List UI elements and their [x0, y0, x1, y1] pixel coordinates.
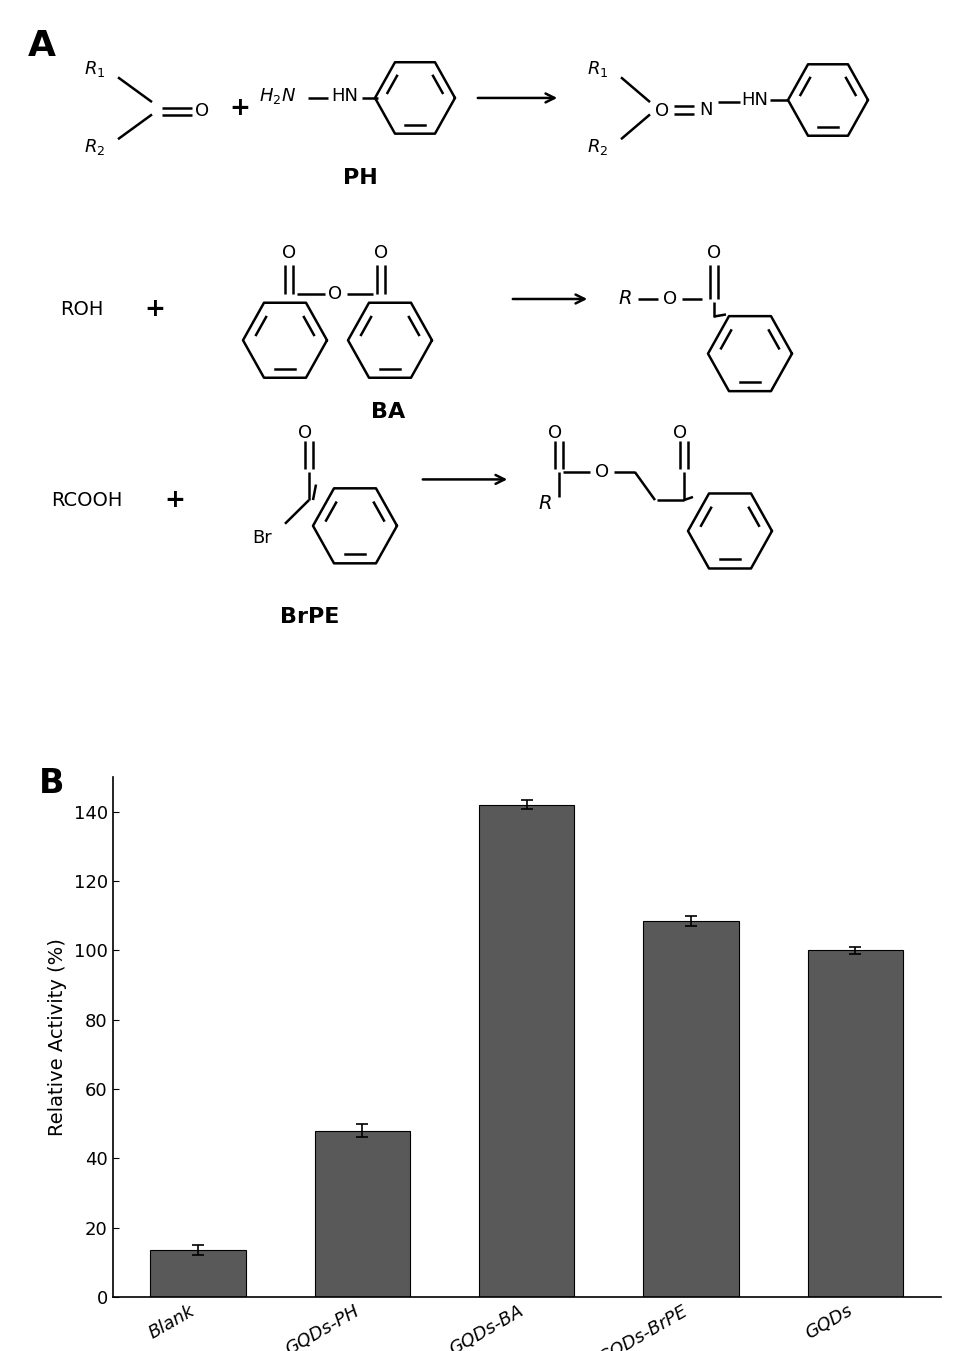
Bar: [315, 1131, 410, 1297]
Text: HN: HN: [331, 86, 359, 105]
Text: +: +: [229, 96, 251, 120]
Text: N: N: [700, 101, 712, 119]
Text: BA: BA: [370, 403, 405, 423]
Text: +: +: [145, 297, 166, 322]
Text: O: O: [374, 243, 388, 262]
Text: O: O: [282, 243, 296, 262]
Text: O: O: [195, 103, 209, 120]
Text: R: R: [538, 493, 552, 512]
Text: ROH: ROH: [61, 300, 104, 319]
Text: O: O: [548, 424, 563, 442]
Bar: [479, 805, 574, 1297]
Text: $R_1$: $R_1$: [587, 59, 609, 80]
Text: O: O: [328, 285, 342, 303]
Text: O: O: [655, 103, 669, 120]
Text: O: O: [662, 290, 677, 308]
Text: HN: HN: [742, 91, 768, 109]
Text: $R_2$: $R_2$: [587, 138, 609, 158]
Text: BrPE: BrPE: [280, 607, 340, 627]
Text: O: O: [298, 424, 312, 442]
Text: $H_2N$: $H_2N$: [260, 86, 297, 105]
Text: O: O: [595, 463, 609, 481]
Text: O: O: [673, 424, 687, 442]
Text: Br: Br: [252, 530, 271, 547]
Text: B: B: [39, 767, 65, 800]
Text: $R_2$: $R_2$: [84, 138, 106, 158]
Text: $R_1$: $R_1$: [84, 59, 106, 80]
Text: R: R: [618, 289, 632, 308]
Text: O: O: [707, 243, 721, 262]
Y-axis label: Relative Activity (%): Relative Activity (%): [48, 938, 67, 1136]
Text: A: A: [28, 28, 56, 63]
Bar: [808, 950, 904, 1297]
Text: +: +: [165, 488, 185, 512]
Text: RCOOH: RCOOH: [51, 490, 122, 509]
Bar: [150, 1250, 246, 1297]
Bar: [644, 921, 739, 1297]
Text: PH: PH: [343, 169, 377, 188]
